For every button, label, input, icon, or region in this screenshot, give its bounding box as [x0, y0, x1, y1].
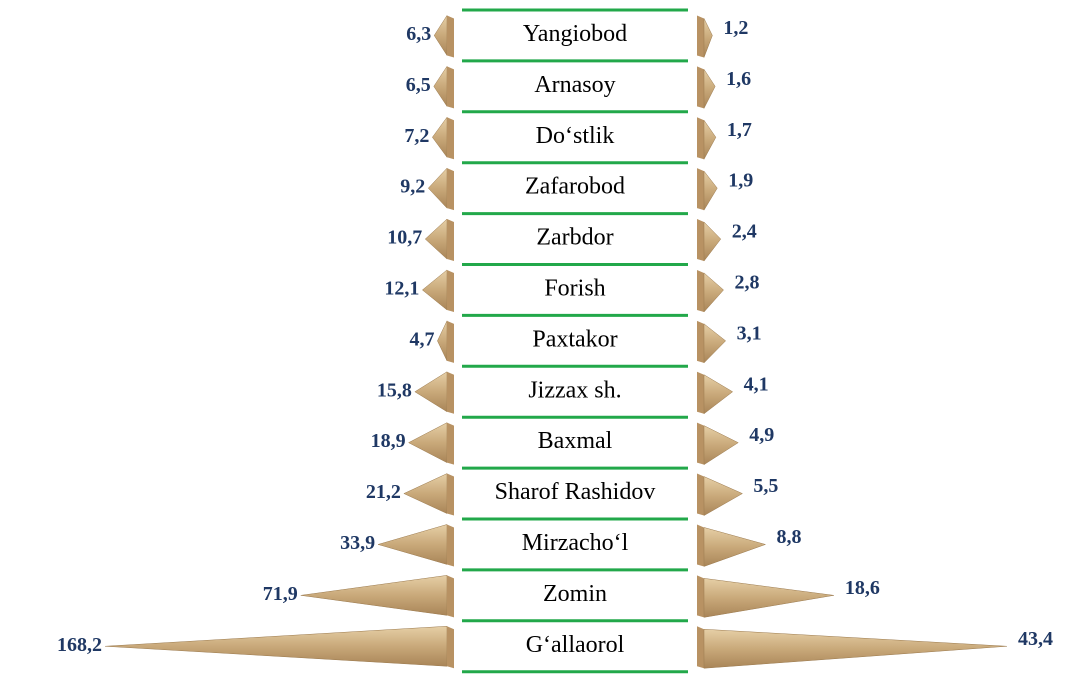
bar-side — [447, 15, 454, 58]
bar-side — [447, 168, 454, 211]
bar-side — [697, 117, 704, 160]
value-label: 1,9 — [728, 170, 753, 192]
bar-side — [697, 168, 704, 211]
bar — [703, 527, 767, 567]
bar — [703, 476, 743, 516]
value-label: 18,9 — [371, 430, 406, 452]
bar-side — [697, 575, 704, 618]
bar — [703, 272, 724, 313]
value-label: 5,5 — [753, 475, 778, 497]
bar — [432, 116, 448, 159]
bar — [703, 323, 727, 364]
value-label: 71,9 — [263, 583, 298, 605]
value-label: 8,8 — [776, 526, 801, 548]
value-label: 6,5 — [406, 74, 431, 96]
category-label: Mirzacho‘l — [522, 530, 629, 556]
bar — [377, 524, 448, 565]
value-label: 1,2 — [723, 17, 748, 39]
value-label: 7,2 — [404, 125, 429, 147]
category-label: Zomin — [543, 581, 607, 607]
bar-side — [447, 422, 454, 465]
value-label: 168,2 — [57, 634, 102, 656]
category-label: Forish — [544, 275, 605, 301]
bar-side — [697, 15, 704, 58]
value-label: 6,3 — [406, 23, 431, 45]
category-label: Baxmal — [538, 428, 613, 454]
bar-side — [697, 320, 704, 363]
bar-side — [697, 422, 704, 465]
bar — [703, 628, 1008, 669]
value-label: 1,7 — [727, 119, 752, 141]
value-label: 2,8 — [735, 272, 760, 294]
value-label: 2,4 — [732, 221, 757, 243]
value-label: 33,9 — [340, 532, 375, 554]
bar-side — [697, 219, 704, 262]
value-label: 15,8 — [377, 379, 412, 401]
bar-side — [447, 371, 454, 414]
bar — [300, 575, 448, 616]
category-label: Arnasoy — [534, 72, 615, 98]
bar — [403, 473, 448, 514]
value-label: 10,7 — [387, 227, 422, 249]
category-label: Zafarobod — [525, 174, 625, 200]
bar — [437, 320, 448, 361]
value-label: 21,2 — [366, 481, 401, 503]
bar-side — [697, 66, 704, 109]
bar-side — [447, 575, 454, 618]
category-label: Do‘stlik — [536, 123, 615, 149]
bar — [703, 68, 716, 109]
value-label: 4,7 — [409, 328, 434, 350]
value-label: 9,2 — [400, 176, 425, 198]
value-label: 43,4 — [1018, 628, 1053, 650]
category-label: Sharof Rashidov — [495, 479, 656, 505]
bar — [703, 119, 717, 160]
value-label: 4,1 — [744, 373, 769, 395]
bar-side — [447, 524, 454, 567]
bar — [703, 578, 834, 618]
bar — [703, 18, 713, 58]
bar — [414, 371, 448, 413]
bar-side — [697, 371, 704, 414]
bar-side — [447, 269, 454, 312]
category-label: Yangiobod — [523, 21, 627, 47]
bar — [104, 625, 448, 667]
value-label: 3,1 — [737, 322, 762, 344]
bar — [408, 422, 448, 464]
category-label: Jizzax sh. — [528, 377, 621, 403]
bar — [433, 65, 448, 108]
value-label: 12,1 — [384, 278, 419, 300]
bar-side — [447, 320, 454, 363]
bar — [703, 170, 718, 212]
bar — [703, 425, 739, 466]
bar-side — [447, 66, 454, 109]
bar — [703, 374, 734, 415]
bar — [703, 221, 722, 262]
category-label: Paxtakor — [532, 326, 617, 352]
category-label: Zarbdor — [536, 225, 613, 251]
bar-side — [697, 473, 704, 516]
bar — [433, 14, 448, 57]
bar-side — [697, 269, 704, 312]
value-label: 1,6 — [726, 68, 751, 90]
bar — [424, 218, 448, 260]
bar — [427, 167, 448, 209]
bar — [422, 269, 448, 311]
bar-side — [697, 626, 704, 669]
bar-side — [447, 473, 454, 516]
value-label: 18,6 — [845, 577, 880, 599]
bar-side — [447, 117, 454, 160]
value-label: 4,9 — [749, 424, 774, 446]
bar-side — [697, 524, 704, 567]
bar-side — [447, 626, 454, 669]
category-label: G‘allaorol — [526, 632, 625, 658]
bar-side — [447, 219, 454, 262]
